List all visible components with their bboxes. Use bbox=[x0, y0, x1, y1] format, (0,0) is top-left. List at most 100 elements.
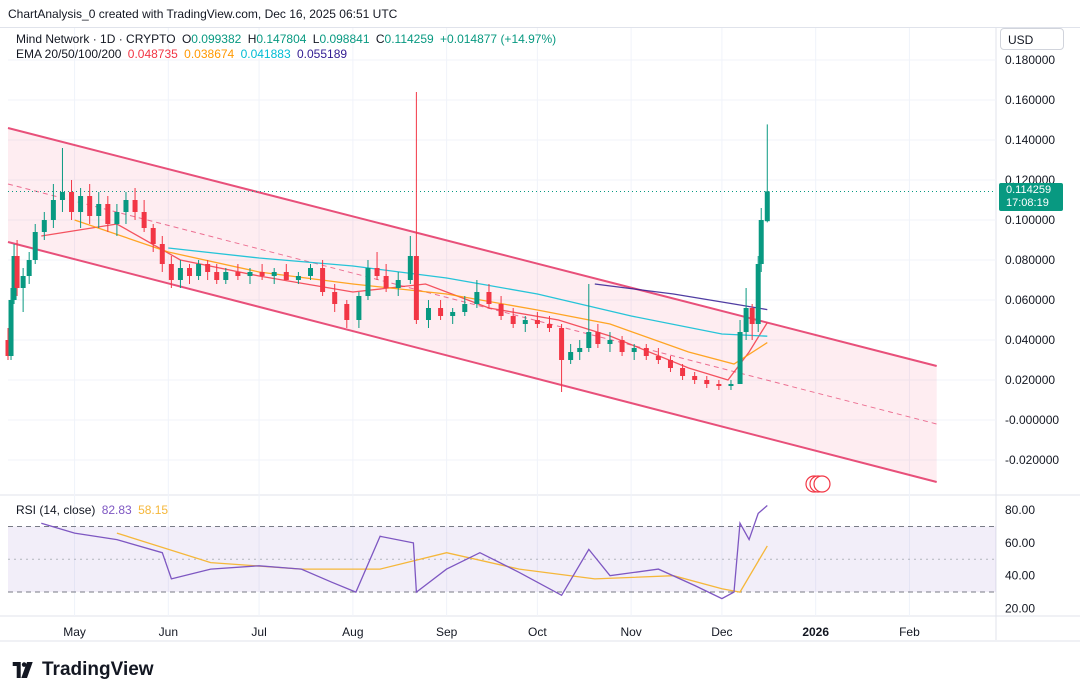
candle-body bbox=[20, 276, 26, 288]
price-tick-label: -0.000000 bbox=[1005, 413, 1059, 427]
price-legend: Mind Network · 1D · CRYPTO O0.099382 H0.… bbox=[16, 32, 559, 46]
time-tick-label: Jul bbox=[251, 625, 266, 639]
candle-body bbox=[344, 304, 350, 320]
candle-body bbox=[41, 220, 47, 232]
candle-body bbox=[568, 352, 574, 360]
candle-body bbox=[123, 200, 129, 212]
candle-body bbox=[105, 204, 111, 224]
candle-body bbox=[619, 340, 625, 352]
candle-body bbox=[308, 268, 313, 276]
candle-body bbox=[728, 384, 734, 386]
channel-fill bbox=[8, 128, 937, 482]
candle-body bbox=[11, 256, 17, 300]
low-label: L bbox=[312, 32, 320, 46]
candle-body bbox=[749, 308, 755, 324]
candle-body bbox=[283, 272, 289, 280]
rsi-line bbox=[41, 505, 768, 600]
events-flag-icon bbox=[805, 475, 831, 493]
candle-body bbox=[5, 340, 11, 356]
time-tick-label: May bbox=[63, 625, 86, 639]
close-value: 0.114259 bbox=[384, 32, 434, 46]
candle-body bbox=[159, 244, 165, 264]
candle-body bbox=[692, 376, 698, 380]
candle-body bbox=[425, 308, 431, 320]
candle-body bbox=[546, 324, 552, 328]
candle-body bbox=[32, 232, 38, 260]
topbar-divider bbox=[0, 27, 1080, 28]
time-tick-label: Nov bbox=[620, 625, 641, 639]
candle-body bbox=[332, 292, 338, 304]
candle-body bbox=[643, 348, 649, 356]
time-tick-label: Feb bbox=[899, 625, 920, 639]
candle-body bbox=[365, 268, 371, 296]
candle-body bbox=[438, 308, 444, 316]
price-tick-label: 0.060000 bbox=[1005, 293, 1055, 307]
currency-label: USD bbox=[1008, 33, 1034, 47]
rsi-value: 82.83 bbox=[101, 503, 132, 517]
rsi-ma-value: 58.15 bbox=[138, 503, 169, 517]
candle-body bbox=[577, 348, 583, 352]
time-tick-label: Oct bbox=[528, 625, 547, 639]
candle-body bbox=[320, 268, 326, 292]
close-label: C bbox=[375, 32, 385, 46]
candle-body bbox=[498, 304, 504, 316]
time-tick-label: Aug bbox=[342, 625, 363, 639]
symbol-label: Mind Network · 1D · CRYPTO bbox=[16, 32, 176, 46]
high-label: H bbox=[247, 32, 257, 46]
candle-body bbox=[356, 296, 362, 320]
candle-body bbox=[395, 280, 401, 288]
rsi-tick-label: 40.00 bbox=[1005, 569, 1035, 583]
candle-body bbox=[50, 200, 56, 220]
candle-body bbox=[631, 348, 637, 352]
candle-body bbox=[737, 332, 743, 384]
candle-body bbox=[716, 384, 722, 386]
candle-body bbox=[14, 256, 20, 288]
time-tick-label: 2026 bbox=[802, 625, 829, 639]
price-tick-label: 0.180000 bbox=[1005, 53, 1055, 67]
candle-body bbox=[114, 212, 120, 224]
candle-body bbox=[383, 276, 389, 288]
attribution-text: ChartAnalysis_0 created with TradingView… bbox=[8, 7, 398, 21]
ema-label: EMA 20/50/100/200 bbox=[16, 47, 122, 61]
candle-body bbox=[704, 380, 710, 384]
high-value: 0.147804 bbox=[256, 32, 307, 46]
candle-body bbox=[559, 328, 565, 360]
rsi-tick-label: 60.00 bbox=[1005, 536, 1035, 550]
change-value: +0.014877 (+14.97%) bbox=[440, 32, 557, 46]
candle-body bbox=[214, 272, 220, 280]
ema20-value: 0.048735 bbox=[127, 47, 178, 61]
channel-midline bbox=[7, 183, 937, 425]
candle-body bbox=[758, 220, 764, 264]
candle-body bbox=[450, 312, 456, 316]
open-label: O bbox=[181, 32, 192, 46]
candle-body bbox=[69, 192, 75, 212]
tradingview-icon bbox=[12, 662, 33, 678]
candle-body bbox=[764, 191, 770, 222]
candle-body bbox=[96, 204, 102, 216]
candle-body bbox=[407, 256, 413, 280]
candle-body bbox=[26, 260, 32, 276]
open-value: 0.099382 bbox=[191, 32, 242, 46]
candle-body bbox=[177, 268, 183, 280]
candle-body bbox=[223, 272, 229, 280]
rsi-tick-label: 20.00 bbox=[1005, 601, 1035, 615]
candle-body bbox=[462, 304, 468, 312]
candle-body bbox=[8, 300, 14, 356]
time-tick-label: Jun bbox=[159, 625, 178, 639]
price-tick-label: 0.160000 bbox=[1005, 93, 1055, 107]
candle-body bbox=[205, 264, 211, 272]
candle-body bbox=[755, 264, 761, 324]
candle-body bbox=[78, 196, 84, 212]
candle-body bbox=[247, 272, 253, 276]
candle-body bbox=[374, 268, 380, 276]
candle-body bbox=[667, 360, 673, 368]
currency-selector[interactable]: USD bbox=[1000, 28, 1064, 50]
flag-circle bbox=[813, 475, 831, 493]
candle-body bbox=[486, 292, 492, 304]
candle-body bbox=[187, 268, 192, 276]
candle-body bbox=[522, 320, 528, 324]
ema-legend: EMA 20/50/100/200 0.048735 0.038674 0.04… bbox=[16, 47, 350, 61]
ema-line-3 bbox=[168, 247, 768, 337]
candle-body bbox=[271, 272, 277, 276]
